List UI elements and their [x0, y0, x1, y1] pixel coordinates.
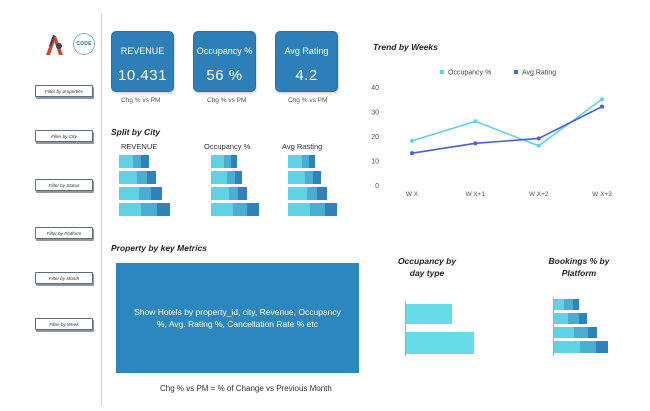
split-bar-row	[119, 203, 170, 216]
data-point-occupancy	[536, 143, 541, 148]
sidebar-divider	[101, 14, 102, 406]
trend-title: Trend by Weeks	[373, 42, 438, 52]
data-point-rating	[536, 136, 541, 141]
property-title: Property by key Metrics	[111, 243, 207, 253]
code-logo-text: CODE	[76, 41, 92, 47]
split-bar-row	[211, 171, 242, 184]
filter-properties-button[interactable]: Filter by properties	[35, 85, 93, 97]
bookings-mini-axis	[553, 298, 554, 356]
y-tick-label: 20	[371, 134, 379, 141]
trend-line-chart: Occupancy % Avg Rating 0 10 20 30 40 W X W X+1…	[371, 70, 612, 199]
bookings-platform-title-line2: Platform	[561, 268, 597, 278]
split-bar-row	[288, 187, 327, 200]
legend-swatch	[440, 70, 444, 74]
legend-label: Occupancy %	[448, 70, 491, 77]
y-tick-label: 10	[371, 159, 379, 166]
data-point-occupancy	[410, 138, 414, 143]
series-line-occupancy	[411, 98, 603, 147]
split-bar-row	[119, 187, 162, 200]
occupancy-day-title-line2: day type	[409, 268, 445, 278]
bookings-bar-row	[554, 327, 597, 338]
filter-platform-button[interactable]: Filter by Platform	[35, 227, 93, 239]
split-by-city-title: Split by City	[111, 127, 161, 137]
rating-kpi-value: 4.2	[295, 67, 318, 84]
split-bar-row	[211, 155, 237, 168]
revenue-kpi-title: REVENUE	[120, 46, 165, 56]
bookings-bar-row	[554, 341, 608, 353]
bookings-platform-title: Bookings % by Platform	[545, 255, 613, 279]
bookings-bar-row	[554, 299, 579, 310]
data-point-rating	[410, 151, 414, 156]
x-tick-label: W X	[406, 191, 419, 198]
rating-kpi-title: Avg Rating	[284, 46, 329, 56]
bookings-platform-title-line1: Bookings % by	[548, 256, 610, 266]
legend-swatch	[514, 70, 518, 74]
footer-note: Chg % vs PM = % of Change vs Previous Mo…	[160, 384, 332, 393]
occupancy-mini-axis	[405, 301, 406, 356]
occupancy-weekday-bar	[406, 304, 452, 324]
revenue-kpi-card[interactable]: REVENUE 10.431	[111, 31, 174, 92]
data-point-rating	[600, 104, 604, 109]
split-bar-row	[288, 155, 315, 168]
occupancy-mini-tick: ·····	[421, 297, 426, 301]
code-logo-icon: CODE	[73, 33, 95, 55]
split-bar-row	[119, 171, 156, 184]
split-occupancy-label: Occupancy %	[204, 142, 251, 151]
filter-status-button[interactable]: Filter by Status	[35, 179, 93, 191]
filter-month-button[interactable]: Filter by Month	[35, 272, 93, 284]
y-tick-label: 0	[375, 183, 379, 190]
occupancy-day-title: Occupancy by day type	[396, 255, 458, 279]
bookings-bar-row	[554, 313, 587, 324]
split-bar-row	[288, 171, 321, 184]
split-revenue-label: REVENUE	[121, 142, 158, 151]
revenue-kpi-value: 10.431	[118, 67, 167, 84]
filter-city-button[interactable]: Filter by City	[35, 130, 93, 142]
x-tick-label: W X+2	[529, 191, 549, 198]
brand-logo-icon	[46, 34, 63, 55]
y-tick-label: 40	[371, 85, 379, 92]
occupancy-day-title-line1: Occupancy by	[397, 256, 457, 266]
split-rating-label: Avg Rasting	[282, 142, 323, 151]
rating-kpi-sub: Chg % vs PM	[288, 97, 328, 104]
y-tick-label: 30	[371, 110, 379, 117]
split-bar-row	[211, 187, 247, 200]
property-placeholder-text: Show Hotels by property_id, city, Revenu…	[134, 307, 341, 329]
x-tick-label: W X+1	[465, 191, 485, 198]
data-point-occupancy	[473, 119, 478, 124]
split-bar-row	[288, 203, 337, 216]
series-line-rating	[411, 105, 603, 154]
split-bar-row	[211, 203, 259, 216]
data-point-rating	[473, 141, 478, 146]
occupancy-weekend-bar	[406, 332, 474, 354]
occupancy-kpi-card[interactable]: Occupancy % 56 %	[193, 31, 256, 92]
data-point-occupancy	[600, 97, 604, 102]
x-tick-label: W X+3	[592, 191, 612, 198]
filter-week-button[interactable]: Filter by Week	[35, 318, 93, 330]
legend-label: Avg Rating	[522, 70, 556, 77]
split-bar-row	[119, 155, 149, 168]
rating-kpi-card[interactable]: Avg Rating 4.2	[275, 31, 338, 92]
property-metrics-placeholder[interactable]: Show Hotels by property_id, city, Revenu…	[116, 263, 359, 373]
occupancy-kpi-value: 56 %	[206, 67, 243, 84]
revenue-kpi-sub: Chg % vs PM	[121, 97, 161, 104]
occupancy-kpi-title: Occupancy %	[196, 46, 253, 56]
occupancy-kpi-sub: Chg % vs PM	[207, 97, 247, 104]
